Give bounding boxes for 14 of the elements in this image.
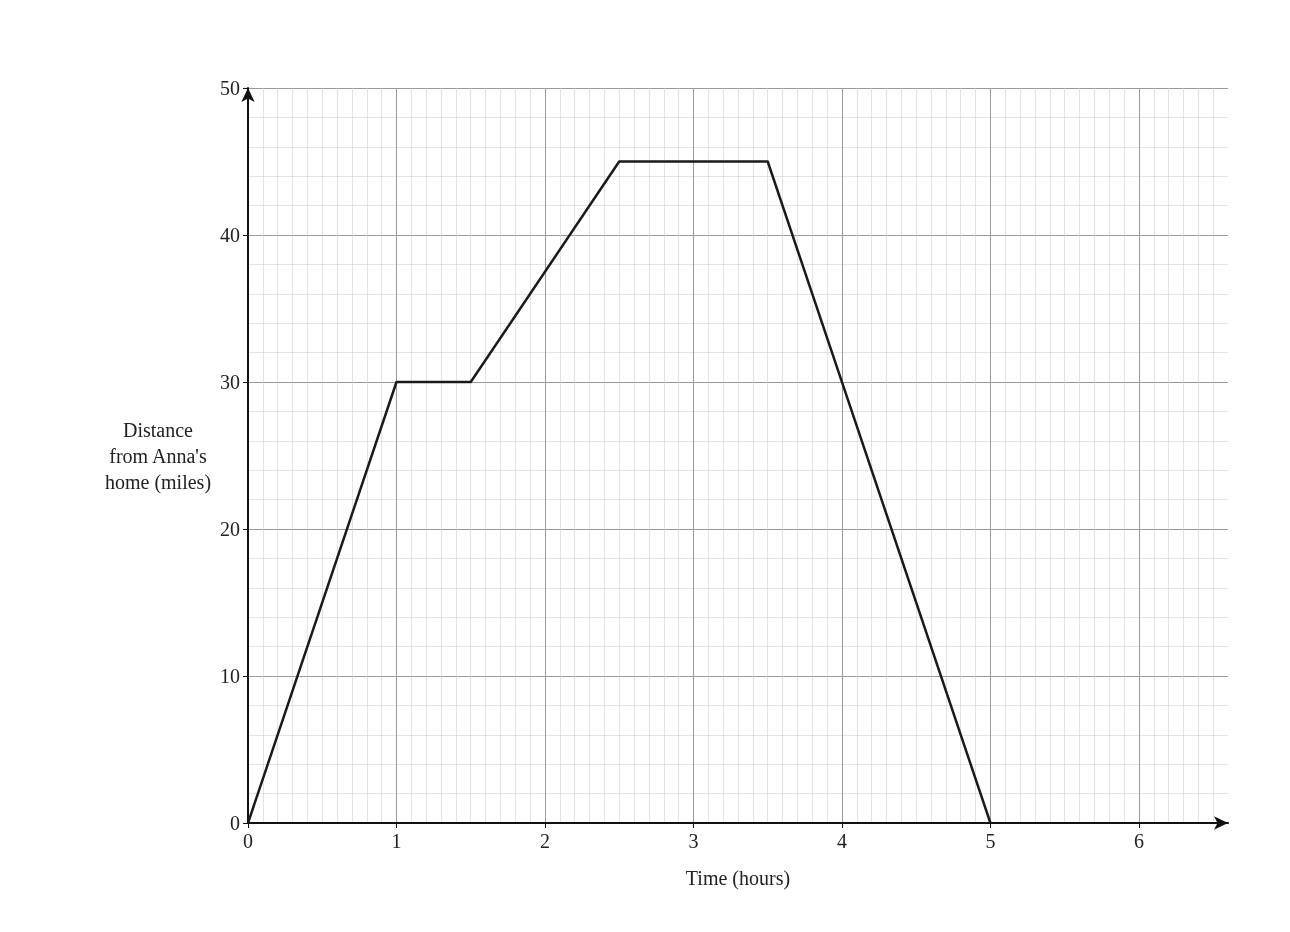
y-tick-label: 50 <box>220 77 240 99</box>
x-tick-label: 6 <box>1133 830 1144 852</box>
x-axis-title: Time (hours) <box>685 867 791 890</box>
y-tick-label: 10 <box>220 665 240 687</box>
y-tick-label: 0 <box>230 812 240 834</box>
y-axis-title: Distance from Anna's home (miles) <box>104 418 212 494</box>
y-tick-label: 20 <box>220 518 240 540</box>
x-tick-label: 1 <box>391 830 402 852</box>
x-tick-label: 4 <box>836 830 847 852</box>
x-tick-label: 3 <box>688 830 699 852</box>
y-tick-label: 40 <box>220 224 240 246</box>
y-tick-label: 30 <box>220 371 240 393</box>
x-tick-label: 5 <box>985 830 996 852</box>
x-tick-label: 2 <box>539 830 550 852</box>
